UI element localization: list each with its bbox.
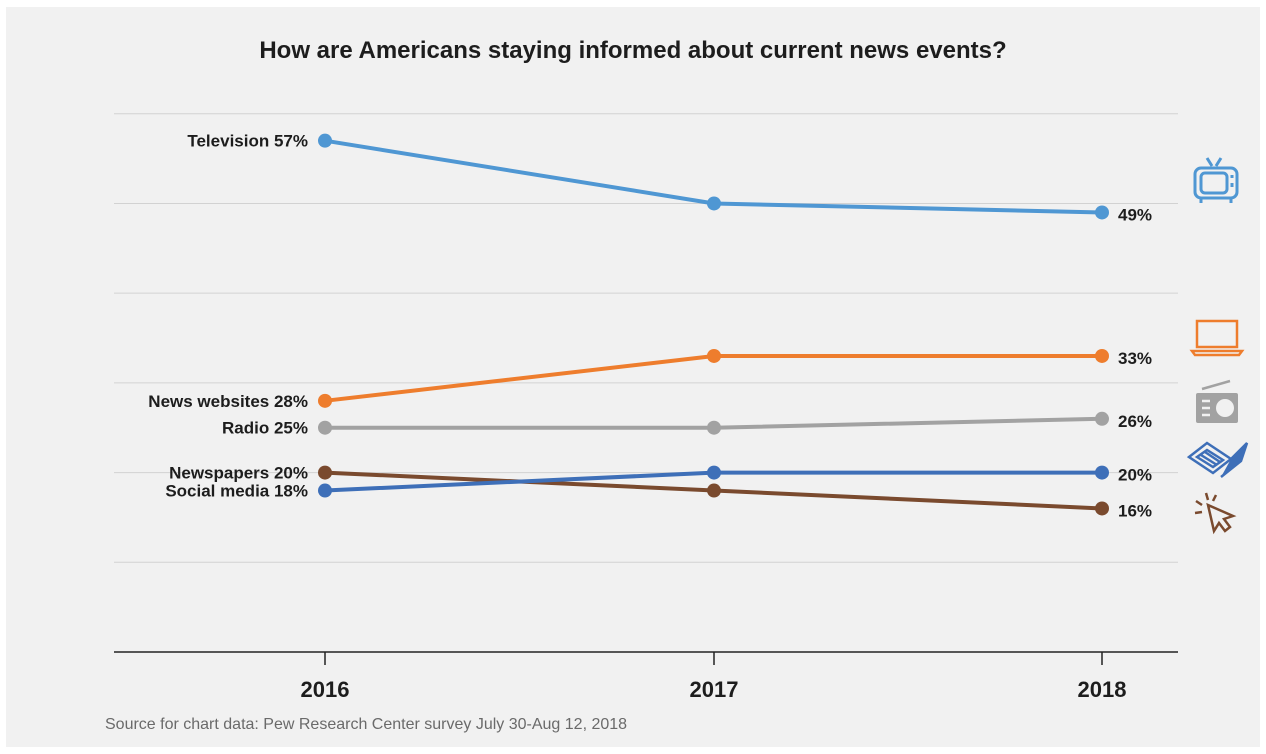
- start-label-radio: Radio 25%: [222, 419, 308, 438]
- point-television-2016: [318, 133, 332, 148]
- end-label-radio: 26%: [1118, 412, 1152, 431]
- gridlines: [114, 113, 1178, 563]
- point-radio-2017: [707, 420, 721, 435]
- x-tick-label: 2016: [301, 677, 350, 702]
- point-news_websites-2017: [707, 348, 721, 363]
- end-label-social_media: 20%: [1118, 466, 1152, 485]
- point-newspapers-2016: [318, 465, 332, 480]
- end-label-news_websites: 33%: [1118, 349, 1152, 368]
- newspaper-icon: [1186, 441, 1249, 478]
- radio-icon: [1196, 379, 1238, 423]
- line-chart: 2016 2017 2018 Television 57% 49% News websi…: [114, 113, 1249, 702]
- x-tick-label: 2017: [690, 677, 739, 702]
- point-social_media-2017: [707, 465, 721, 480]
- series-lines: [324, 138, 1103, 511]
- point-news_websites-2016: [318, 393, 332, 408]
- point-radio-2018: [1095, 411, 1109, 426]
- point-newspapers-2018: [1095, 501, 1109, 516]
- start-label-television: Television 57%: [187, 132, 308, 151]
- point-newspapers-2017: [707, 483, 721, 498]
- point-radio-2016: [318, 420, 332, 435]
- start-label-social_media: Social media 18%: [165, 482, 308, 501]
- series-labels: Television 57% 49% News websites 28% 33% Rad…: [148, 132, 1152, 521]
- x-axis: 2016 2017 2018: [301, 652, 1127, 702]
- point-social_media-2016: [318, 483, 332, 498]
- point-social_media-2018: [1095, 465, 1109, 480]
- end-label-television: 49%: [1118, 205, 1152, 224]
- end-label-newspapers: 16%: [1118, 501, 1152, 520]
- series-points: [318, 133, 1109, 516]
- source-note: Source for chart data: Pew Research Cent…: [105, 716, 628, 733]
- chart-title: How are Americans staying informed about…: [259, 37, 1007, 64]
- point-television-2018: [1095, 205, 1109, 220]
- television-icon: [1193, 157, 1239, 203]
- start-label-news_websites: News websites 28%: [148, 392, 308, 411]
- laptop-icon: [1189, 319, 1245, 357]
- cursor-click-icon: [1194, 492, 1237, 535]
- x-tick-label: 2018: [1078, 677, 1127, 702]
- start-label-newspapers: Newspapers 20%: [169, 464, 308, 483]
- point-television-2017: [707, 196, 721, 211]
- point-news_websites-2018: [1095, 348, 1109, 363]
- chart-panel: How are Americans staying informed about…: [6, 7, 1260, 747]
